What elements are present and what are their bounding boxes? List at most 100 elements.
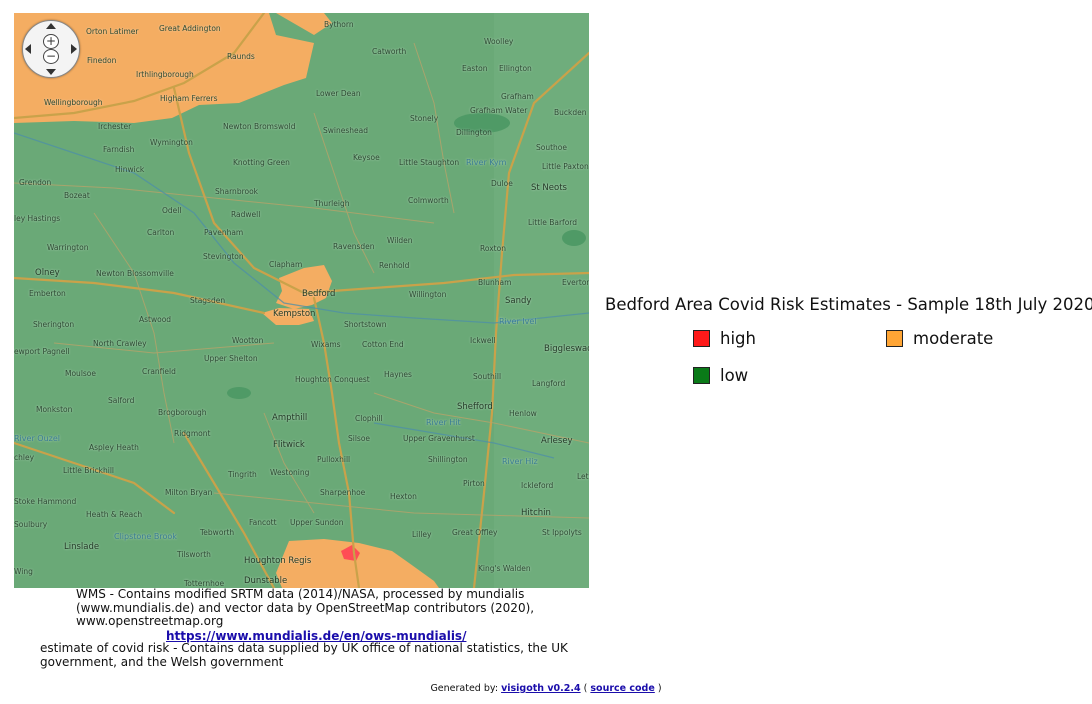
place-label: ley Hastings (14, 214, 61, 223)
place-label: Ridgmont (174, 429, 211, 438)
place-label: Roxton (480, 244, 506, 253)
place-label: Southoe (536, 143, 567, 152)
place-label: Moulsoe (65, 369, 97, 378)
place-label: Lilley (412, 530, 432, 539)
legend-swatch-low (693, 367, 710, 384)
rivers (14, 132, 589, 459)
place-label: Great Addington (159, 24, 221, 33)
map-view[interactable]: Great Addington Bythorn Orton Latimer Ra… (14, 13, 589, 588)
place-label: Hitchin (521, 508, 551, 518)
place-label: Salford (108, 396, 135, 405)
legend-item-high: high (693, 329, 756, 348)
place-label: Southill (473, 372, 502, 381)
place-label: Linslade (64, 542, 100, 552)
river-label: River Hiz (502, 457, 538, 466)
place-label: Ickleford (521, 481, 554, 490)
place-label: Langford (532, 379, 566, 388)
pan-down-icon[interactable] (46, 69, 56, 75)
place-label: Tingrith (228, 470, 257, 479)
place-label: Orton Latimer (86, 27, 139, 36)
place-label: Odell (162, 206, 182, 215)
place-label: Bedford (302, 289, 336, 299)
legend-item-low: low (693, 366, 748, 385)
place-label: Willington (409, 290, 447, 299)
legend-title: Bedford Area Covid Risk Estimates - Samp… (605, 295, 1092, 314)
place-label: Grafham (501, 92, 534, 101)
place-label: Duloe (491, 179, 513, 188)
place-label: Upper Sundon (290, 518, 344, 527)
place-label: Upper Shelton (204, 354, 258, 363)
place-label: Great Offley (452, 528, 498, 537)
place-label: Blunham (478, 278, 512, 287)
place-label: Heath & Reach (86, 510, 143, 519)
place-label: Henlow (509, 409, 537, 418)
legend-label-low: low (720, 366, 749, 385)
place-label: Sandy (505, 296, 532, 306)
place-label: Bozeat (64, 191, 90, 200)
legend-item-moderate: moderate (886, 329, 993, 348)
place-label: Upper Gravenhurst (403, 434, 475, 443)
zoom-out-button[interactable]: − (43, 49, 59, 64)
place-label: Milton Bryan (165, 488, 213, 497)
pan-right-icon[interactable] (71, 44, 77, 54)
place-label: King's Walden (478, 564, 531, 573)
river-label: Clipstone Brook (114, 532, 177, 541)
place-label: Stoke Hammond (14, 497, 77, 506)
place-label: Sharnbrook (215, 187, 259, 196)
place-label: Wootton (232, 336, 264, 345)
legend-swatch-moderate (886, 330, 903, 347)
place-label: Westoning (270, 468, 310, 477)
place-label: ewport Pagnell (14, 347, 70, 356)
close-paren: ) (657, 683, 662, 694)
place-label: Little Barford (528, 218, 577, 227)
place-label: Pirton (463, 479, 485, 488)
place-label: Biggleswade (544, 344, 589, 354)
moderate-area-luton (276, 539, 439, 588)
pan-left-icon[interactable] (25, 44, 31, 54)
risk-attribution: estimate of covid risk - Contains data s… (40, 641, 568, 669)
visigoth-link[interactable]: visigoth v0.2.4 (501, 683, 581, 694)
river-label: River Ouzel (14, 434, 60, 443)
mundialis-link[interactable]: https://www.mundialis.de/en/ows-mundiali… (166, 629, 467, 643)
footer: Generated by: visigoth v0.2.4 ( source c… (0, 683, 1092, 694)
place-label: Kempston (273, 309, 316, 319)
place-label: Shortstown (344, 320, 387, 329)
place-label: Finedon (87, 56, 117, 65)
place-label: Emberton (29, 289, 66, 298)
place-label: North Crawley (93, 339, 147, 348)
source-code-link[interactable]: source code (590, 683, 655, 694)
place-label: Tebworth (200, 528, 235, 537)
place-label: chley (14, 453, 35, 462)
river-label: River Kym (466, 158, 507, 167)
place-label: Wellingborough (44, 98, 103, 107)
place-label: Houghton Regis (244, 556, 312, 566)
place-label: Knotting Green (233, 158, 290, 167)
moderate-area-north (276, 13, 332, 35)
place-label: Arlesey (541, 436, 573, 446)
legend-label-moderate: moderate (913, 329, 994, 348)
place-label: Sharpenhoe (320, 488, 366, 497)
place-label: Farndish (103, 145, 135, 154)
place-label: St Ippolyts (542, 528, 582, 537)
place-label: St Neots (531, 183, 567, 193)
place-label: Shefford (457, 402, 493, 412)
place-label: Radwell (231, 210, 261, 219)
place-label: Wymington (150, 138, 193, 147)
place-label: Dunstable (244, 576, 288, 586)
place-label: Newton Blossomville (96, 269, 174, 278)
place-label: Grafham Water (470, 106, 528, 115)
zoom-in-button[interactable]: + (43, 34, 59, 49)
place-label: Irthlingborough (136, 70, 194, 79)
place-label: Soulbury (14, 520, 48, 529)
place-label: Woolley (484, 37, 514, 46)
place-label: Catworth (372, 47, 407, 56)
place-label: Houghton Conquest (295, 375, 370, 384)
place-label: Stevington (203, 252, 244, 261)
place-label: Little Staughton (399, 158, 460, 167)
place-label: Little Brickhill (63, 466, 115, 475)
place-label: Ravensden (333, 242, 375, 251)
place-label: Stagsden (190, 296, 226, 305)
place-label: Haynes (384, 370, 412, 379)
place-label: Wing (14, 567, 33, 576)
pan-up-icon[interactable] (46, 23, 56, 29)
